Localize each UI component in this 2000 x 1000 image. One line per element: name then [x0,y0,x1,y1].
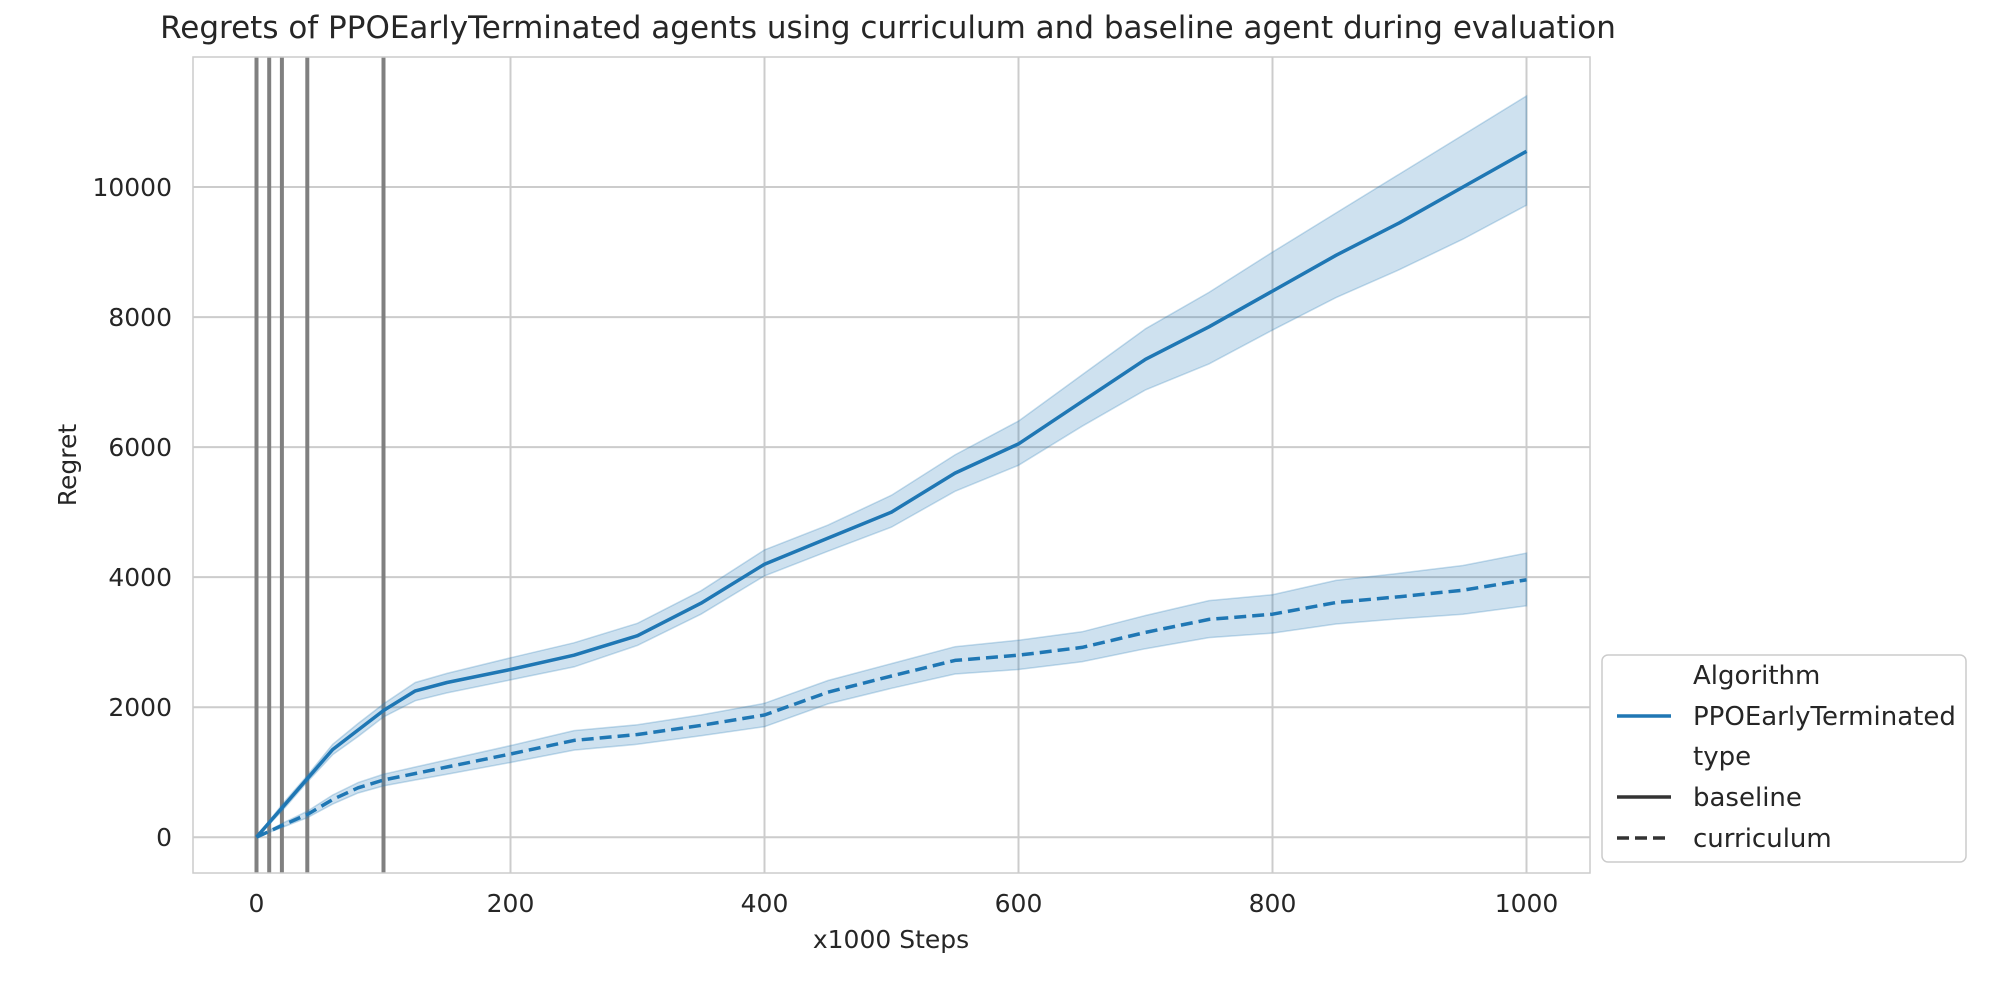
legend-entry-baseline: baseline [1693,783,1802,813]
plot-frame [192,56,1591,874]
y-tick-label: 8000 [108,303,172,332]
x-tick-label: 400 [741,889,789,918]
confidence-band-baseline [255,94,1528,838]
legend-title-algorithm: Algorithm [1693,661,1820,691]
confidence-bands [255,94,1528,838]
chart-title: Regrets of PPOEarlyTerminated agents usi… [160,10,1616,46]
series-line-curriculum [255,578,1527,839]
x-tick-label: 800 [1249,889,1297,918]
legend: Algorithm PPOEarlyTerminated type baseli… [1601,654,1967,863]
y-tick-labels: 0 2000 4000 6000 8000 10000 [92,173,172,852]
legend-title-type: type [1693,742,1751,772]
x-tick-labels: 0 200 400 600 800 1000 [249,889,1559,918]
y-axis-label: Regret [53,424,82,507]
x-axis-label: x1000 Steps [813,925,969,954]
y-tick-label: 4000 [108,563,172,592]
legend-box [1601,654,1967,863]
confidence-band-curriculum [256,552,1528,838]
x-tick-label: 600 [995,889,1043,918]
y-tick-label: 2000 [108,693,172,722]
y-tick-label: 0 [156,823,172,852]
legend-entry-ppoearlyterminated: PPOEarlyTerminated [1693,702,1956,732]
plot-area [193,57,1590,873]
x-tick-label: 1000 [1495,889,1559,918]
grid-lines [193,57,1590,873]
legend-entry-curriculum: curriculum [1693,824,1832,854]
y-tick-label: 10000 [92,173,172,202]
y-tick-label: 6000 [108,433,172,462]
x-tick-label: 0 [249,889,265,918]
curriculum-stage-markers [254,57,386,873]
x-tick-label: 200 [487,889,535,918]
series-lines [255,149,1528,839]
series-line-baseline [255,149,1528,839]
